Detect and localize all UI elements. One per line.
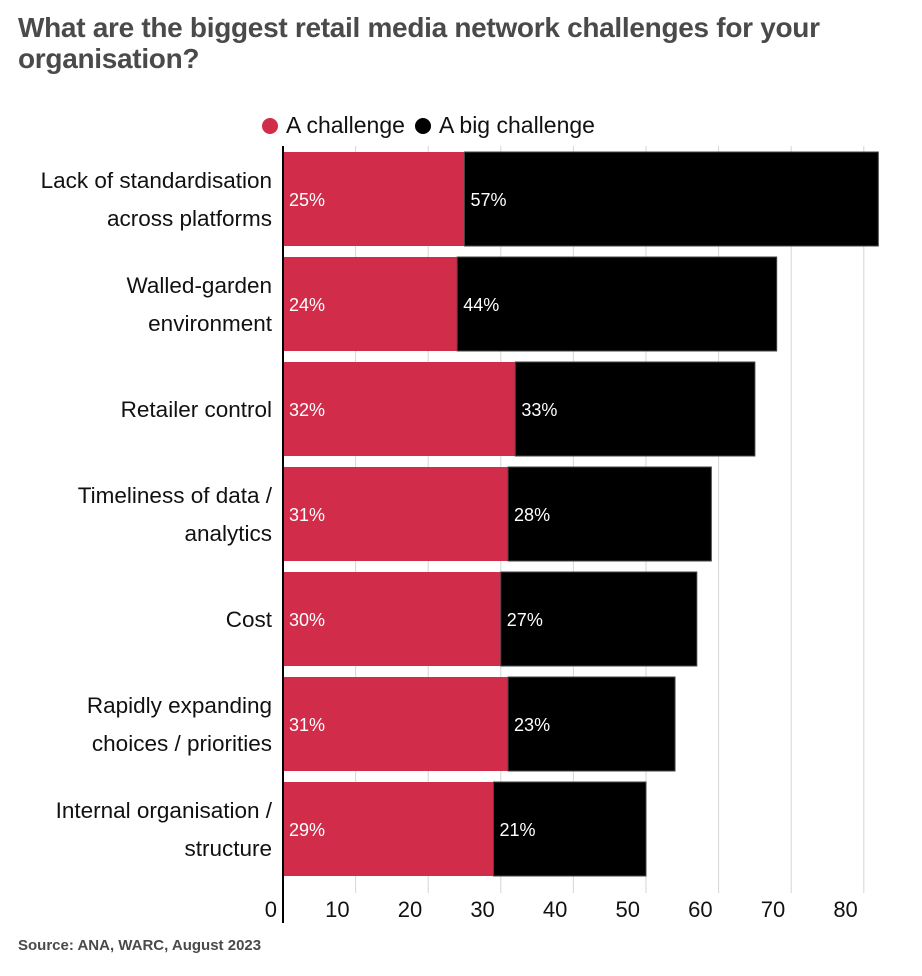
bar-a-big-challenge [507, 466, 712, 562]
data-label: 27% [507, 610, 543, 630]
category-label: Timeliness of data / [78, 483, 273, 508]
data-label: 29% [289, 820, 325, 840]
data-label: 30% [289, 610, 325, 630]
category-label: across platforms [107, 206, 272, 231]
category-label: Lack of standardisation [41, 168, 272, 193]
category-label: choices / priorities [92, 731, 272, 756]
bar-a-challenge [283, 152, 465, 246]
legend-item-a-challenge: A challenge [262, 112, 405, 139]
x-tick-label: 0 [265, 897, 277, 922]
x-tick-label: 60 [688, 897, 712, 922]
data-label: 33% [521, 400, 557, 420]
bar-a-big-challenge [464, 151, 879, 247]
bar-a-big-challenge [456, 256, 778, 352]
bar-a-challenge [283, 467, 509, 561]
chart-title: What are the biggest retail media networ… [18, 12, 820, 74]
category-label: Retailer control [121, 397, 272, 422]
bar-a-challenge [283, 572, 501, 666]
bar-a-big-challenge [507, 676, 676, 772]
legend-swatch-a-big-challenge [414, 117, 431, 134]
bar-a-big-challenge [514, 361, 756, 457]
bar-a-big-challenge [493, 781, 647, 877]
bar-a-challenge [283, 782, 494, 876]
x-tick-label: 70 [761, 897, 785, 922]
data-label: 25% [289, 190, 325, 210]
category-label: environment [148, 311, 273, 336]
category-label: Internal organisation / [56, 798, 273, 823]
legend-label: A challenge [286, 112, 405, 138]
category-label: Rapidly expanding [87, 693, 272, 718]
legend-swatch-a-challenge [262, 117, 278, 134]
bar-a-challenge [283, 257, 458, 351]
data-label: 23% [514, 715, 550, 735]
data-label: 21% [500, 820, 536, 840]
data-label: 24% [289, 295, 325, 315]
x-tick-label: 80 [833, 897, 857, 922]
data-label: 28% [514, 505, 550, 525]
x-tick-label: 20 [398, 897, 422, 922]
data-label: 31% [289, 715, 325, 735]
data-label: 32% [289, 400, 325, 420]
source-note: Source: ANA, WARC, August 2023 [18, 937, 262, 954]
data-label: 57% [471, 190, 507, 210]
x-tick-label: 30 [470, 897, 494, 922]
x-tick-label: 40 [543, 897, 567, 922]
bar-a-challenge [283, 362, 516, 456]
data-label: 44% [463, 295, 499, 315]
data-label: 31% [289, 505, 325, 525]
legend: A challenge A big challenge [262, 112, 605, 139]
legend-label: A big challenge [438, 112, 595, 138]
bar-a-big-challenge [500, 571, 698, 667]
category-label: structure [184, 836, 272, 861]
category-label: Walled-garden [127, 273, 273, 298]
x-tick-label: 10 [325, 897, 349, 922]
category-label: Cost [226, 607, 273, 632]
bar-a-challenge [283, 677, 509, 771]
category-label: analytics [184, 521, 272, 546]
legend-item-a-big-challenge: A big challenge [414, 112, 595, 139]
x-tick-label: 50 [616, 897, 640, 922]
